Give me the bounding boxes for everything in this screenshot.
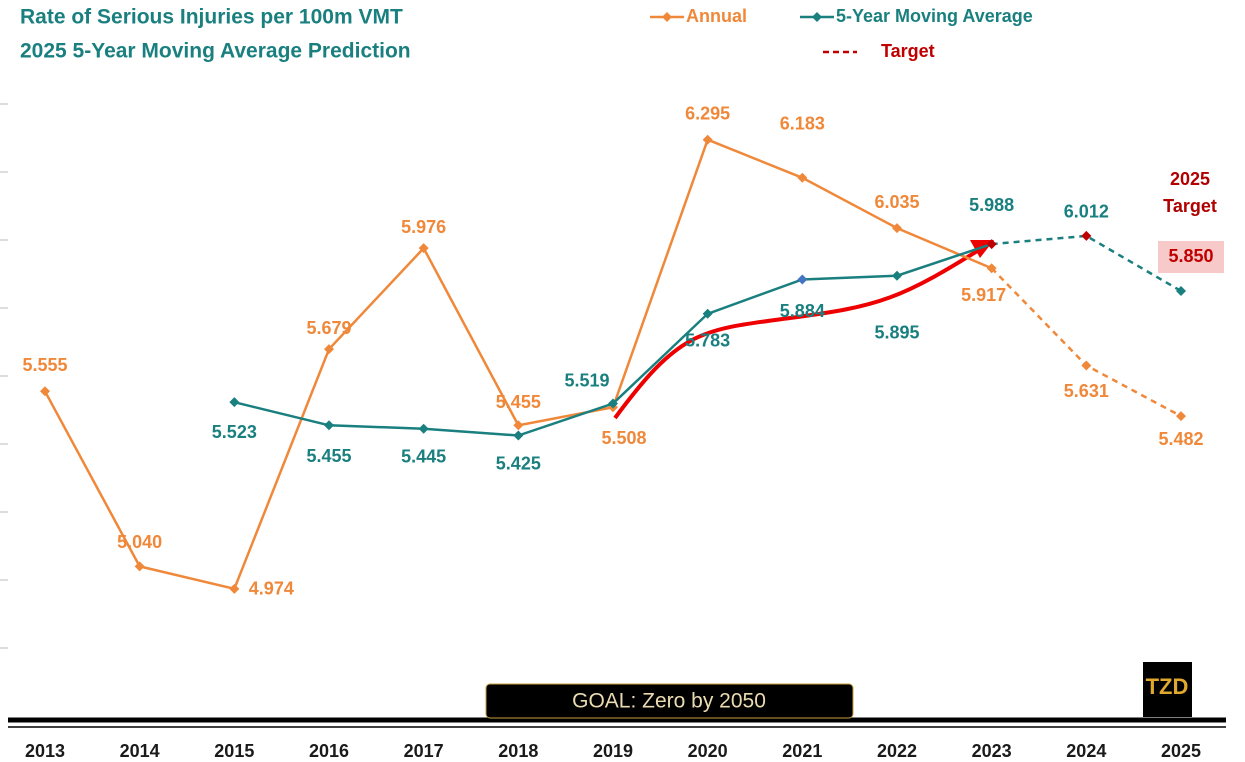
value-label: 5.523: [212, 422, 257, 442]
value-label: 5.783: [685, 331, 730, 351]
value-label: 5.679: [306, 318, 351, 338]
value-label: 6.183: [780, 114, 825, 134]
marker: [986, 263, 997, 274]
goal-box: [485, 683, 854, 719]
x-tick-label: 2013: [25, 741, 65, 761]
marker: [797, 172, 808, 183]
value-label: 5.455: [306, 446, 351, 466]
marker: [513, 420, 524, 431]
value-label: 5.445: [401, 446, 446, 466]
value-label: 5.519: [564, 370, 609, 390]
marker: [1176, 411, 1186, 422]
x-tick-label: 2024: [1066, 741, 1106, 761]
marker: [229, 583, 240, 594]
value-label: 5.988: [969, 195, 1014, 215]
marker: [324, 420, 334, 431]
x-tick-label: 2023: [972, 741, 1012, 761]
marker: [1081, 360, 1092, 371]
marker: [608, 398, 618, 409]
value-label: 5.555: [22, 355, 67, 375]
goal-text: GOAL: Zero by 2050: [572, 690, 766, 713]
value-label: 6.295: [685, 103, 730, 123]
value-label: 5.884: [780, 301, 825, 321]
marker: [324, 344, 334, 355]
x-tick-label: 2014: [120, 741, 160, 761]
target-annotation: Target: [1163, 196, 1217, 216]
marker: [418, 423, 429, 434]
x-tick-label: 2018: [498, 741, 538, 761]
x-tick-label: 2022: [877, 741, 917, 761]
projected-line: [991, 234, 1182, 293]
marker: [986, 239, 997, 250]
legend-label: 5-Year Moving Average: [836, 6, 1033, 26]
value-label: 5.917: [961, 285, 1006, 305]
value-label: 6.012: [1064, 202, 1109, 222]
chart-title: Rate of Serious Injuries per 100m VMT: [20, 6, 403, 29]
value-label: 6.035: [874, 192, 919, 212]
logo-box: [1143, 662, 1192, 717]
value-label: 5.850: [1168, 246, 1213, 266]
marker: [1081, 230, 1092, 241]
legend-marker: [662, 12, 672, 22]
marker: [702, 308, 713, 319]
x-tick-label: 2016: [309, 741, 349, 761]
trend-arrow: [613, 241, 992, 420]
chart-subtitle: 2025 5-Year Moving Average Prediction: [20, 40, 411, 63]
x-tick-label: 2020: [688, 741, 728, 761]
legend-label: Annual: [686, 6, 747, 26]
value-label: 5.040: [117, 532, 162, 552]
value-label: 5.631: [1064, 381, 1109, 401]
marker: [40, 386, 50, 397]
marker: [418, 243, 429, 254]
marker: [1176, 286, 1186, 296]
value-label: 5.455: [496, 392, 541, 412]
marker: [797, 274, 808, 285]
marker: [229, 397, 240, 408]
logo-text: TZD: [1146, 674, 1189, 699]
value-label: 5.895: [874, 322, 919, 342]
marker: [134, 561, 145, 572]
marker: [892, 223, 902, 234]
series-line: [43, 138, 993, 591]
value-label: 5.425: [496, 453, 541, 473]
x-tick-label: 2017: [404, 741, 444, 761]
marker: [513, 430, 524, 441]
marker: [892, 270, 902, 281]
x-tick-label: 2019: [593, 741, 633, 761]
value-label: 4.974: [249, 579, 294, 599]
target-annotation: 2025: [1170, 169, 1210, 189]
target-box: [1158, 241, 1224, 273]
legend-marker: [812, 12, 822, 22]
marker: [702, 134, 713, 145]
x-tick-label: 2021: [782, 741, 822, 761]
value-label: 5.482: [1158, 429, 1203, 449]
value-label: 5.508: [601, 428, 646, 448]
x-tick-label: 2025: [1161, 741, 1201, 761]
legend-label: Target: [881, 41, 935, 61]
value-label: 5.976: [401, 217, 446, 237]
x-tick-label: 2015: [214, 741, 254, 761]
